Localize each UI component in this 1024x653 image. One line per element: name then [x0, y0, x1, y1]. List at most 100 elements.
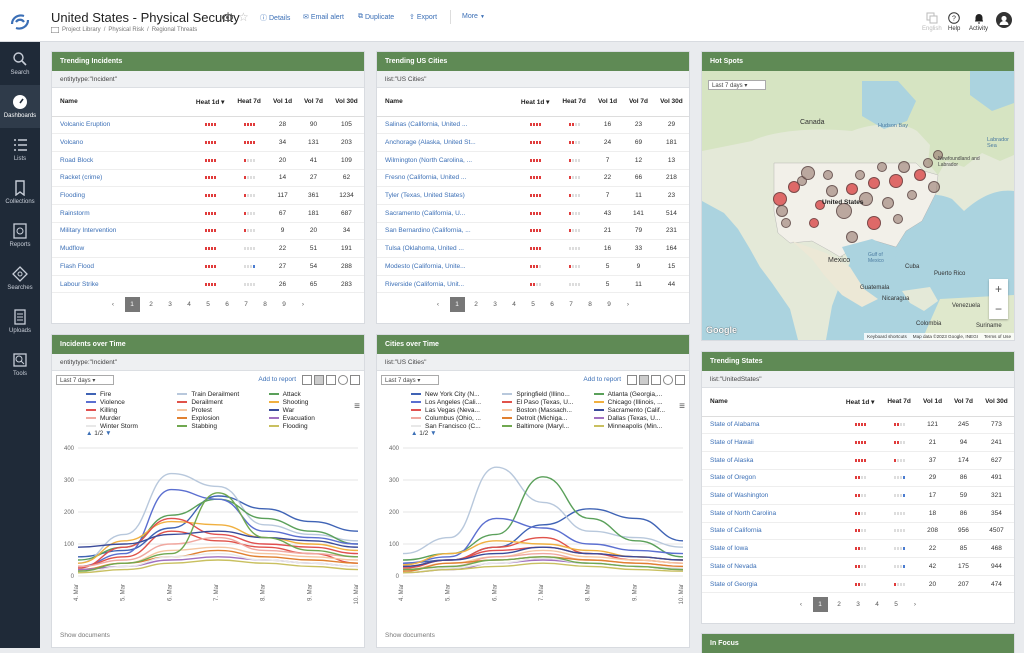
column-header[interactable]: Name — [702, 388, 840, 417]
date-range-select[interactable]: Last 7 days ▾ — [708, 80, 766, 90]
row-name-link[interactable]: Flooding — [52, 186, 190, 205]
series-line[interactable] — [402, 508, 684, 564]
legend-item[interactable]: Fire — [86, 390, 177, 398]
app-logo-icon[interactable] — [8, 10, 32, 34]
row-name-link[interactable]: State of Alaska — [702, 451, 840, 470]
column-header[interactable]: Heat 1d ▾ — [189, 88, 232, 117]
breadcrumb-item[interactable]: Project Library — [62, 27, 101, 33]
row-name-link[interactable]: State of Iowa — [702, 539, 840, 558]
hotspot-marker[interactable] — [898, 161, 910, 173]
row-name-link[interactable]: State of North Carolina — [702, 504, 840, 523]
hotspot-marker[interactable] — [867, 216, 881, 230]
page-button[interactable]: 5 — [206, 300, 210, 308]
hotspot-marker[interactable] — [846, 183, 858, 195]
export-button[interactable]: ⇪ Export — [409, 13, 437, 22]
row-name-link[interactable]: Salinas (California, United ... — [377, 116, 515, 135]
legend-item[interactable]: Explosion — [177, 414, 268, 422]
row-name-link[interactable]: State of Georgia — [702, 575, 840, 594]
column-header[interactable]: Vol 7d — [298, 88, 329, 117]
show-documents-link[interactable]: Show documents — [60, 632, 110, 639]
legend-item[interactable]: Killing — [86, 406, 177, 414]
legend-item[interactable]: Train Derailment — [177, 390, 268, 398]
sidebar-item-uploads[interactable]: Uploads — [0, 300, 40, 343]
page-button[interactable]: 9 — [282, 300, 286, 308]
legend-item[interactable]: New York City (N... — [411, 390, 502, 398]
email-alert-button[interactable]: ✉ Email alert — [303, 13, 344, 22]
hotspot-marker[interactable] — [893, 214, 903, 224]
row-name-link[interactable]: State of Oregon — [702, 469, 840, 488]
hotspot-marker[interactable] — [836, 203, 852, 219]
row-name-link[interactable]: Racket (crime) — [52, 169, 190, 188]
column-header[interactable]: Vol 30d — [978, 388, 1014, 417]
page-button[interactable]: 1 — [812, 596, 828, 612]
legend-pager[interactable]: ▲ 1/2 ▼ — [411, 430, 437, 437]
series-line[interactable] — [77, 520, 359, 564]
page-button[interactable]: 1 — [449, 296, 465, 312]
line-chart-icon[interactable] — [314, 374, 324, 385]
column-header[interactable]: Vol 7d — [623, 88, 654, 117]
column-header[interactable]: Heat 7d — [881, 388, 918, 417]
column-header[interactable]: Vol 30d — [328, 88, 364, 117]
column-header[interactable]: Vol 1d — [917, 388, 948, 417]
activity-button[interactable]: Activity — [969, 12, 988, 32]
legend-item[interactable]: Detroit (Michiga... — [502, 414, 593, 422]
column-header[interactable]: Name — [52, 88, 190, 117]
hotspot-marker[interactable] — [776, 205, 788, 217]
hotspot-marker[interactable] — [882, 197, 894, 209]
series-line[interactable] — [77, 472, 359, 564]
hotspot-marker[interactable] — [781, 218, 791, 228]
keyboard-shortcuts-link[interactable]: Keyboard shortcuts — [867, 334, 907, 339]
hotspot-marker[interactable] — [773, 192, 787, 206]
row-name-link[interactable]: Tyler (Texas, United States) — [377, 186, 515, 205]
row-name-link[interactable]: State of Nevada — [702, 557, 840, 576]
page-button[interactable]: 9 — [607, 300, 611, 308]
hotspot-marker[interactable] — [855, 170, 865, 180]
sidebar-item-tools[interactable]: Tools — [0, 343, 40, 386]
sidebar-item-reports[interactable]: Reports — [0, 214, 40, 257]
area-chart-icon[interactable] — [326, 374, 336, 385]
star-icon[interactable]: ☆ — [238, 10, 249, 24]
legend-item[interactable]: Baltimore (Maryl... — [502, 422, 593, 430]
page-button[interactable]: 6 — [225, 300, 229, 308]
text-chart-icon[interactable] — [627, 374, 637, 385]
legend-item[interactable]: San Francisco (C... — [411, 422, 502, 430]
user-avatar[interactable] — [996, 12, 1012, 28]
page-button[interactable]: 4 — [187, 300, 191, 308]
hotspot-marker[interactable] — [889, 174, 903, 188]
legend-item[interactable]: Minneapolis (Min... — [593, 422, 685, 430]
sidebar-item-dashboards[interactable]: Dashboards — [0, 85, 40, 128]
column-header[interactable]: Heat 7d — [231, 88, 268, 117]
legend-item[interactable]: Springfield (Illino... — [502, 390, 593, 398]
zoom-out-button[interactable]: − — [994, 302, 1002, 316]
row-name-link[interactable]: State of Hawaii — [702, 433, 840, 452]
legend-item[interactable]: Atlanta (Georgia,... — [593, 390, 685, 398]
breadcrumb-item[interactable]: Regional Threats — [151, 27, 198, 33]
next-page-button[interactable]: › — [626, 300, 630, 308]
row-name-link[interactable]: Tulsa (Oklahoma, United ... — [377, 239, 515, 258]
hotspot-marker[interactable] — [928, 181, 940, 193]
series-line[interactable] — [77, 517, 359, 569]
row-name-link[interactable]: San Bernardino (California, ... — [377, 222, 515, 241]
series-line[interactable] — [402, 536, 684, 568]
column-header[interactable]: Heat 1d ▾ — [514, 88, 557, 117]
hotspot-marker[interactable] — [826, 185, 838, 197]
sidebar-item-lists[interactable]: Lists — [0, 128, 40, 171]
prev-page-button[interactable]: ‹ — [799, 600, 803, 608]
show-documents-link[interactable]: Show documents — [385, 632, 435, 639]
map[interactable]: Last 7 days ▾ Canada Hudson Bay Labrador… — [702, 71, 1014, 340]
chart-menu-icon[interactable]: ≡ — [354, 401, 360, 412]
sidebar-item-collections[interactable]: Collections — [0, 171, 40, 214]
duplicate-button[interactable]: ⧉ Duplicate — [358, 13, 394, 21]
row-name-link[interactable]: Wilmington (North Carolina, ... — [377, 151, 515, 170]
row-name-link[interactable]: Anchorage (Alaska, United St... — [377, 133, 515, 152]
hotspot-marker[interactable] — [907, 190, 917, 200]
hotspot-marker[interactable] — [923, 158, 933, 168]
row-name-link[interactable]: Volcanic Eruption — [52, 116, 190, 135]
zoom-in-button[interactable]: + — [994, 282, 1002, 296]
column-header[interactable]: Vol 1d — [267, 88, 298, 117]
row-name-link[interactable]: State of Washington — [702, 486, 840, 505]
column-header[interactable]: Heat 1d ▾ — [839, 388, 882, 417]
row-name-link[interactable]: Flash Flood — [52, 257, 190, 276]
column-header[interactable]: Vol 1d — [592, 88, 623, 117]
series-line[interactable] — [402, 546, 684, 568]
